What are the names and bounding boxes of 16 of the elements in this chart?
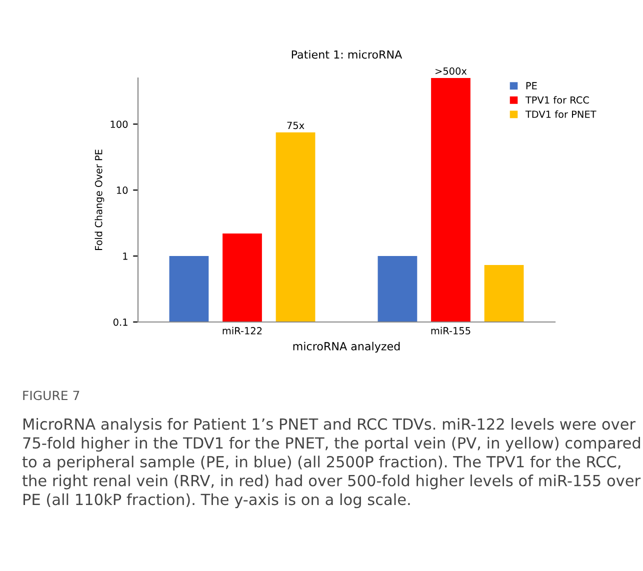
x-tick-label: miR-155: [431, 326, 470, 334]
text: MicroRNA analysis for Patient 1’s PNET and RCC TDVs. miR-122 levels were over 75-fold higher in the TDV1 for the PNET, the portal vein (PV, in yellow) compared to a peripheral sample (PE, in blue) (all 2500P fraction). The TPV1 for the RCC, the right renal vein (RRV, in red) had over 500-fold higher levels of miR-155 over PE (all 110kP fraction). The y-axis is on a log scale.: [22, 418, 641, 508]
y-tick-label: 1: [123, 252, 128, 260]
chart-title: Patient 1: microRNA: [292, 50, 402, 59]
x-tick-label: miR-122: [222, 326, 262, 334]
data-label: 75x: [287, 122, 304, 130]
legend-label: TDV1 for PNET: [525, 110, 596, 118]
legend-label: PE: [526, 82, 537, 90]
x-axis-title: microRNA analyzed: [293, 342, 400, 353]
y-tick-label: 0.1: [113, 318, 128, 326]
caption: FIGURE 7: [23, 390, 80, 400]
y-tick-label: 100: [110, 120, 128, 128]
y-axis-title: Fold Change Over PE: [94, 150, 104, 250]
legend-label: TPV1 for RCC: [525, 96, 589, 104]
data-label: >500x: [436, 67, 467, 75]
y-tick-label: 10: [116, 186, 128, 194]
